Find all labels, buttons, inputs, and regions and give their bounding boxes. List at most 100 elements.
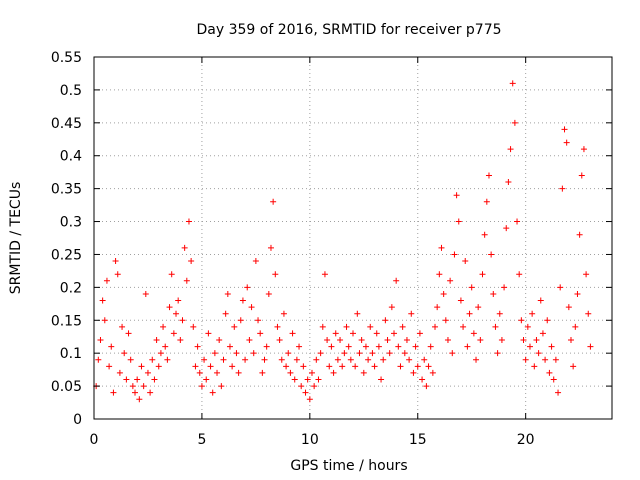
data-point <box>170 330 177 337</box>
data-point <box>265 290 272 297</box>
data-point <box>280 310 287 317</box>
data-point <box>319 323 326 330</box>
data-point <box>132 389 139 396</box>
data-point <box>395 343 402 350</box>
data-point <box>125 330 132 337</box>
data-point <box>587 343 594 350</box>
data-point <box>406 356 413 363</box>
data-point <box>278 356 285 363</box>
data-point <box>470 330 477 337</box>
data-point <box>425 363 432 370</box>
y-axis-label: SRMTID / TECUs <box>8 182 24 295</box>
data-point <box>276 337 283 344</box>
data-point <box>494 350 501 357</box>
data-point <box>391 330 398 337</box>
data-point <box>101 317 108 324</box>
data-point <box>345 343 352 350</box>
data-point <box>222 310 229 317</box>
data-point <box>205 330 212 337</box>
data-point <box>179 317 186 324</box>
data-point <box>496 310 503 317</box>
data-point <box>522 356 529 363</box>
data-point <box>354 310 361 317</box>
data-point <box>473 356 480 363</box>
data-point <box>449 350 456 357</box>
data-point <box>367 323 374 330</box>
data-point <box>257 330 264 337</box>
data-point <box>546 369 553 376</box>
data-point <box>207 363 214 370</box>
data-point <box>129 383 136 390</box>
data-point <box>393 277 400 284</box>
data-point <box>505 179 512 186</box>
data-point <box>142 290 149 297</box>
data-point <box>138 363 145 370</box>
data-point <box>112 258 119 265</box>
data-point <box>514 218 521 225</box>
data-point <box>114 271 121 278</box>
data-point <box>97 337 104 344</box>
y-tick-label: 0.3 <box>60 215 82 231</box>
data-point <box>365 356 372 363</box>
data-point <box>287 369 294 376</box>
data-point <box>149 356 156 363</box>
data-point <box>507 146 514 153</box>
data-point <box>442 317 449 324</box>
y-tick-label: 0.2 <box>60 280 82 296</box>
data-point <box>455 218 462 225</box>
data-point <box>580 146 587 153</box>
data-point <box>583 271 590 278</box>
data-point <box>434 304 441 311</box>
data-point <box>144 369 151 376</box>
chart-title: Day 359 of 2016, SRMTID for receiver p77… <box>196 22 501 38</box>
data-point <box>216 337 223 344</box>
y-tick-label: 0.15 <box>51 313 82 329</box>
data-point <box>166 304 173 311</box>
data-point <box>369 350 376 357</box>
data-point <box>244 284 251 291</box>
data-point <box>578 172 585 179</box>
data-point <box>460 323 467 330</box>
data-point <box>414 363 421 370</box>
y-tick-label: 0.1 <box>60 346 82 362</box>
data-point <box>375 343 382 350</box>
data-point <box>332 330 339 337</box>
x-tick-label: 10 <box>301 432 319 448</box>
data-point <box>488 251 495 258</box>
data-point <box>147 389 154 396</box>
data-point <box>509 80 516 87</box>
data-point <box>203 376 210 383</box>
data-point <box>214 369 221 376</box>
data-point <box>539 330 546 337</box>
data-point <box>328 343 335 350</box>
data-point <box>188 258 195 265</box>
data-point <box>285 350 292 357</box>
data-point <box>416 330 423 337</box>
data-point <box>526 343 533 350</box>
data-point <box>401 350 408 357</box>
data-point <box>503 225 510 232</box>
data-point <box>302 389 309 396</box>
axis-ticks <box>93 56 612 420</box>
data-point <box>371 363 378 370</box>
data-point <box>95 356 102 363</box>
data-point <box>237 317 244 324</box>
data-point <box>321 271 328 278</box>
data-point <box>520 337 527 344</box>
data-point <box>552 356 559 363</box>
data-point <box>123 376 130 383</box>
data-point <box>185 218 192 225</box>
data-point <box>380 356 387 363</box>
y-tick-label: 0.35 <box>51 182 82 198</box>
data-point <box>298 383 305 390</box>
data-point <box>561 126 568 133</box>
data-point <box>477 337 484 344</box>
data-point <box>209 389 216 396</box>
y-tick-label: 0.5 <box>60 83 82 99</box>
data-point <box>181 244 188 251</box>
data-point <box>533 337 540 344</box>
data-point <box>103 277 110 284</box>
data-point <box>153 337 160 344</box>
data-point <box>201 356 208 363</box>
data-point <box>270 198 277 205</box>
